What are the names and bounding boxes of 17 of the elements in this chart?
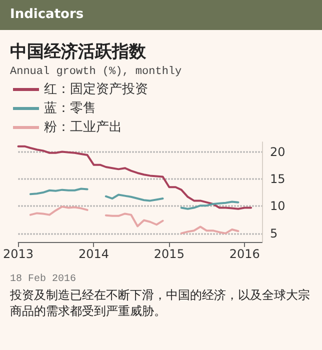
x-tick-label: 2015 bbox=[154, 247, 184, 261]
x-tick-label: 2013 bbox=[2, 247, 34, 261]
x-tick-label: 2014 bbox=[78, 247, 109, 261]
chart-title: 中国经济活跃指数 bbox=[9, 41, 147, 63]
text: 投资及制造已经在不断下滑，中国的经济，以及全球大宗商品的需求都受到严重威胁。 bbox=[9, 287, 311, 319]
x-tick-label: 2016 bbox=[229, 247, 260, 261]
line-series bbox=[17, 145, 252, 210]
text: 18 Feb 2016 bbox=[9, 274, 78, 285]
legend-label: 粉：工业产出 bbox=[44, 120, 122, 135]
chart-subtitle: Annual growth (%), monthly bbox=[9, 65, 183, 78]
legend-label: 蓝：零售 bbox=[44, 101, 96, 116]
y-tick-label: 5 bbox=[270, 226, 278, 240]
y-tick-label: 15 bbox=[270, 172, 286, 186]
y-tick-label: 10 bbox=[270, 199, 286, 214]
text: Indicators bbox=[0, 0, 322, 30]
legend-label: 红：固定资产投资 bbox=[44, 82, 148, 97]
y-tick-label: 20 bbox=[270, 144, 286, 159]
